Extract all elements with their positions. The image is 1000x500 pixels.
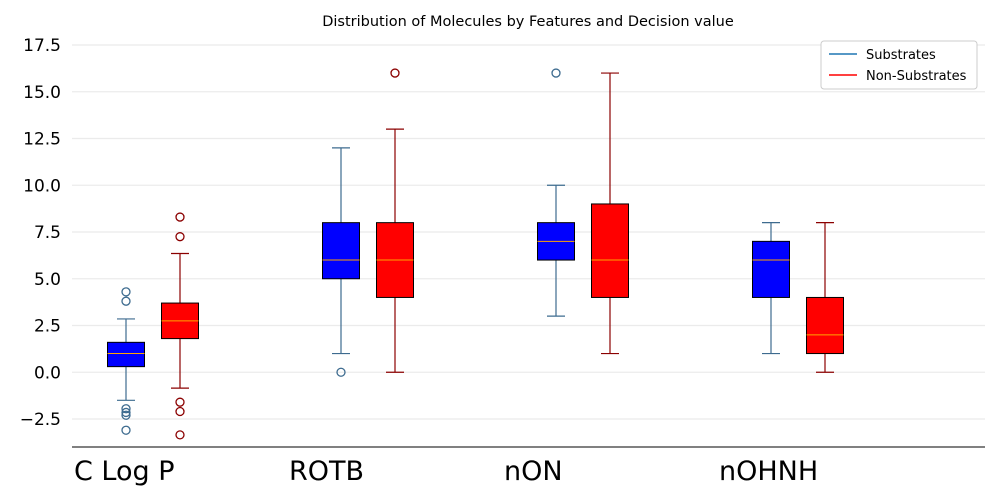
box-substrates xyxy=(107,287,145,435)
y-tick-label: 0.0 xyxy=(34,363,61,383)
box-substrates xyxy=(537,68,575,317)
box-body xyxy=(322,222,360,280)
y-tick-label: 15.0 xyxy=(23,83,61,103)
outlier-point xyxy=(121,404,131,414)
box-body xyxy=(806,296,844,355)
outlier-point xyxy=(121,425,131,435)
y-tick-label: −2.5 xyxy=(20,410,61,430)
legend-frame xyxy=(820,40,978,90)
outlier-point xyxy=(175,430,185,440)
legend-label-substrates: Substrates xyxy=(866,48,936,63)
box-non-substrates xyxy=(376,68,414,373)
x-tick-label: C Log P xyxy=(74,456,175,487)
y-tick-label: 17.5 xyxy=(23,36,61,56)
outlier-point xyxy=(175,397,185,407)
box-body xyxy=(107,341,145,368)
y-tick-label: 5.0 xyxy=(34,270,61,290)
x-tick-label: nOHNH xyxy=(719,456,818,487)
outlier-point xyxy=(121,296,131,306)
x-tick-label: nON xyxy=(504,456,563,487)
chart-title: Distribution of Molecules by Features an… xyxy=(322,14,734,30)
outlier-point xyxy=(336,367,346,377)
box-non-substrates xyxy=(161,212,199,440)
y-tick-label: 12.5 xyxy=(23,130,61,150)
outlier-point xyxy=(175,232,185,242)
box-non-substrates xyxy=(806,222,844,373)
axes: −2.5 0.0 2.5 5.0 7.5 10.0 12.5 15.0 17.5 C Log P R… xyxy=(20,36,985,487)
box-body xyxy=(752,240,790,298)
outlier-point xyxy=(390,68,400,78)
grid-lines xyxy=(72,44,985,420)
box-substrates xyxy=(322,147,360,377)
boxes xyxy=(107,68,844,440)
outlier-point xyxy=(551,68,561,78)
x-tick-label: ROTB xyxy=(289,456,364,487)
outlier-point xyxy=(175,406,185,417)
legend-label-non-substrates: Non-Substrates xyxy=(866,69,967,84)
outlier-point xyxy=(121,407,131,418)
box-body xyxy=(591,203,629,298)
outlier-point xyxy=(175,212,185,222)
y-tick-label: 7.5 xyxy=(34,223,61,243)
outlier-point xyxy=(121,410,131,420)
box-non-substrates xyxy=(591,72,629,355)
legend: Substrates Non-Substrates xyxy=(820,40,978,90)
y-tick-label: 2.5 xyxy=(34,317,61,337)
outlier-point xyxy=(121,287,131,297)
y-tick-label: 10.0 xyxy=(23,176,61,196)
box-substrates xyxy=(752,222,790,355)
